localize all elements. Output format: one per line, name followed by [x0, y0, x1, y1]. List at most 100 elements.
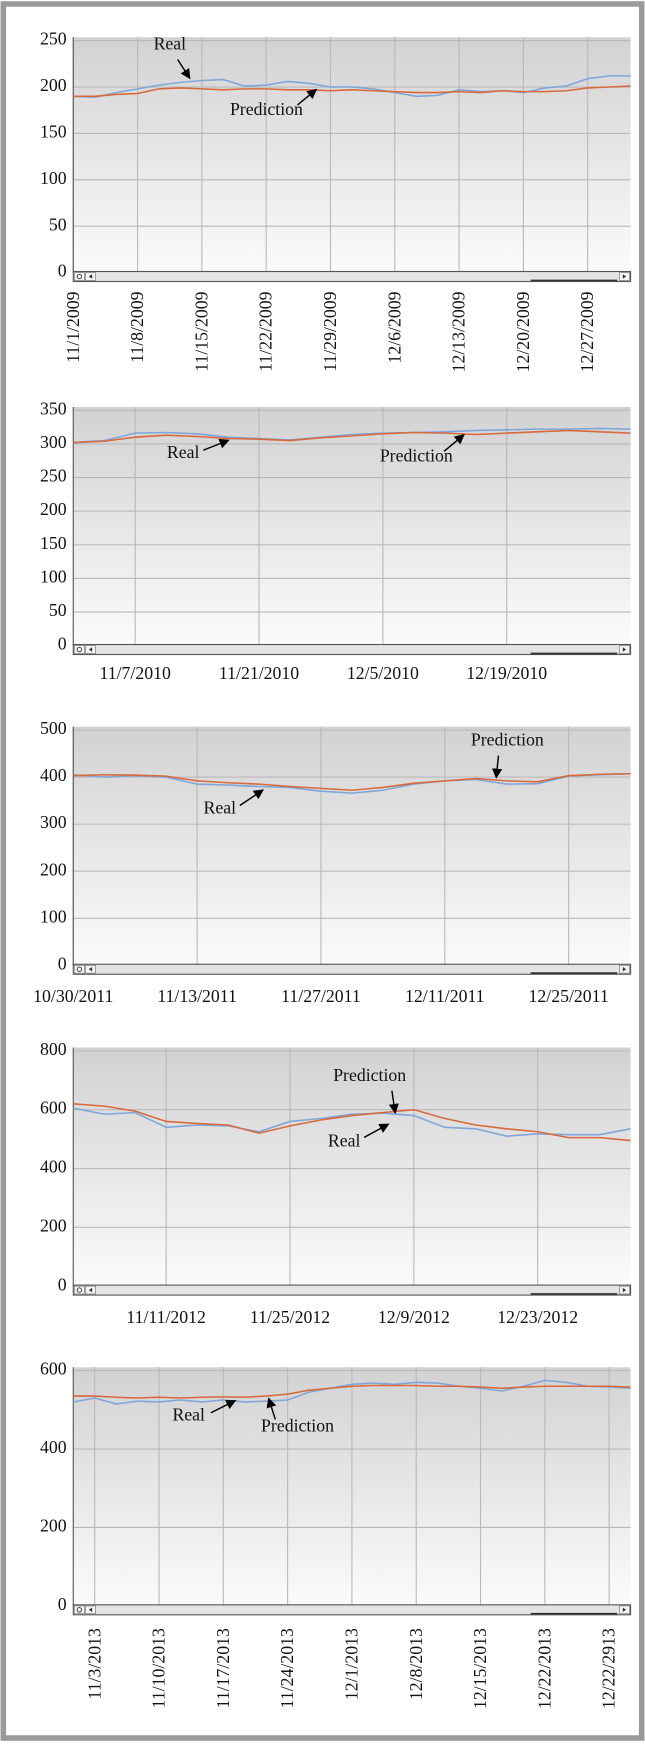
- x-tick-label: 11/29/2009: [320, 291, 340, 371]
- y-tick-label: 200: [40, 499, 67, 519]
- scroll-icon: [88, 647, 93, 652]
- scroll-icon: [622, 1607, 627, 1613]
- scrollbar: [72, 643, 632, 656]
- annotation: Prediction: [471, 730, 544, 750]
- x-tick-label: 12/6/2009: [384, 291, 404, 363]
- x-tick-label: 11/11/2012: [126, 1307, 206, 1327]
- plot-area: [73, 406, 631, 646]
- scrollbar: [72, 963, 632, 975]
- y-tick-label: 100: [40, 566, 67, 586]
- y-tick-label: 150: [40, 533, 67, 553]
- x-tick-label: 11/25/2012: [250, 1307, 330, 1327]
- annotation: Real: [328, 1130, 361, 1150]
- y-tick-label: 0: [58, 261, 67, 281]
- y-tick-label: 600: [40, 1359, 67, 1379]
- scroll-icon: [622, 647, 627, 652]
- scroll-icon: [622, 274, 627, 279]
- y-tick-label: 400: [40, 1437, 67, 1457]
- x-tick-label: 12/20/2009: [513, 291, 533, 372]
- annotation: Real: [154, 33, 187, 53]
- series-line: [73, 429, 631, 444]
- y-tick-label: 500: [40, 718, 67, 738]
- annotation: Prediction: [333, 1065, 406, 1085]
- x-tick-label: 12/11/2011: [405, 986, 485, 1006]
- scroll-button: [74, 965, 85, 974]
- y-tick-label: 600: [40, 1098, 67, 1118]
- y-tick-label: 0: [58, 634, 67, 654]
- x-tick-label: 12/1/2013: [341, 1628, 361, 1700]
- scrollbar: [72, 270, 632, 283]
- series-line: [73, 85, 631, 98]
- y-tick-label: 200: [40, 859, 67, 879]
- annotation-arrow: [363, 1123, 390, 1139]
- y-tick-label: 400: [40, 1157, 67, 1177]
- y-tick-label: 400: [40, 765, 67, 785]
- x-tick-label: 11/8/2009: [127, 291, 147, 362]
- x-tick-label: 12/9/2012: [378, 1307, 450, 1327]
- y-tick-label: 0: [58, 953, 67, 973]
- series-line: [73, 1103, 631, 1142]
- scroll-icon: [88, 274, 93, 279]
- y-tick-label: 200: [40, 75, 67, 95]
- x-tick-label: 11/27/2011: [281, 986, 361, 1006]
- annotation-arrow: [492, 755, 503, 779]
- x-tick-label: 11/10/2013: [149, 1628, 169, 1708]
- annotation: Prediction: [230, 99, 303, 119]
- x-tick-label: 12/13/2009: [449, 291, 469, 372]
- x-tick-label: 12/15/2013: [470, 1628, 490, 1709]
- x-tick-label: 12/22/2013: [534, 1628, 554, 1709]
- x-tick-label: 11/1/2009: [63, 291, 83, 362]
- series-line: [73, 1107, 631, 1137]
- scroll-icon: [622, 1287, 627, 1293]
- annotation-arrow: [202, 438, 230, 451]
- annotation: Real: [172, 1405, 205, 1425]
- x-tick-label: 12/25/2011: [529, 986, 609, 1006]
- x-tick-label: 12/5/2010: [347, 663, 419, 683]
- series-line: [73, 427, 631, 444]
- annotation-arrow: [388, 1090, 399, 1115]
- y-tick-label: 0: [58, 1274, 67, 1294]
- annotation: Real: [204, 797, 237, 817]
- x-tick-label: 11/21/2010: [219, 663, 299, 683]
- y-tick-label: 200: [40, 1215, 67, 1235]
- x-tick-label: 11/7/2010: [100, 663, 171, 683]
- annotation-arrow: [266, 1397, 277, 1420]
- x-tick-label: 12/19/2010: [466, 663, 547, 683]
- series-line: [73, 773, 631, 792]
- scroll-icon: [88, 967, 93, 972]
- x-tick-label: 12/23/2012: [497, 1307, 578, 1327]
- y-tick-label: 100: [40, 906, 67, 926]
- scroll-icon: [622, 967, 627, 972]
- scroll-button: [74, 645, 85, 654]
- y-tick-label: 50: [49, 600, 67, 620]
- y-tick-label: 250: [40, 466, 67, 486]
- scrollbar: [72, 1604, 632, 1616]
- scroll-icon: [76, 966, 83, 972]
- x-tick-label: 11/24/2013: [277, 1628, 297, 1708]
- annotation-arrow: [210, 1399, 237, 1414]
- scroll-icon: [76, 646, 83, 653]
- plot-area: [73, 726, 631, 966]
- scrollbar: [72, 1284, 632, 1296]
- plot-area: [73, 37, 631, 273]
- scroll-button: [74, 272, 85, 281]
- annotation-arrow: [177, 59, 191, 80]
- y-tick-label: 200: [40, 1516, 67, 1536]
- y-tick-label: 150: [40, 121, 67, 141]
- x-tick-label: 11/15/2009: [191, 291, 211, 371]
- scroll-icon: [88, 1287, 93, 1293]
- scroll-button: [74, 1285, 85, 1295]
- annotation-arrow: [239, 789, 264, 807]
- x-tick-label: 12/27/2009: [577, 291, 597, 372]
- y-tick-label: 300: [40, 432, 67, 452]
- x-tick-label: 12/8/2013: [406, 1628, 426, 1700]
- x-tick-label: 10/30/2011: [33, 986, 113, 1006]
- annotation: Prediction: [380, 445, 453, 465]
- scroll-icon: [76, 273, 83, 280]
- scroll-icon: [76, 1287, 83, 1293]
- annotation-arrow: [443, 434, 465, 452]
- scroll-button: [74, 1605, 85, 1615]
- series-line: [73, 773, 631, 794]
